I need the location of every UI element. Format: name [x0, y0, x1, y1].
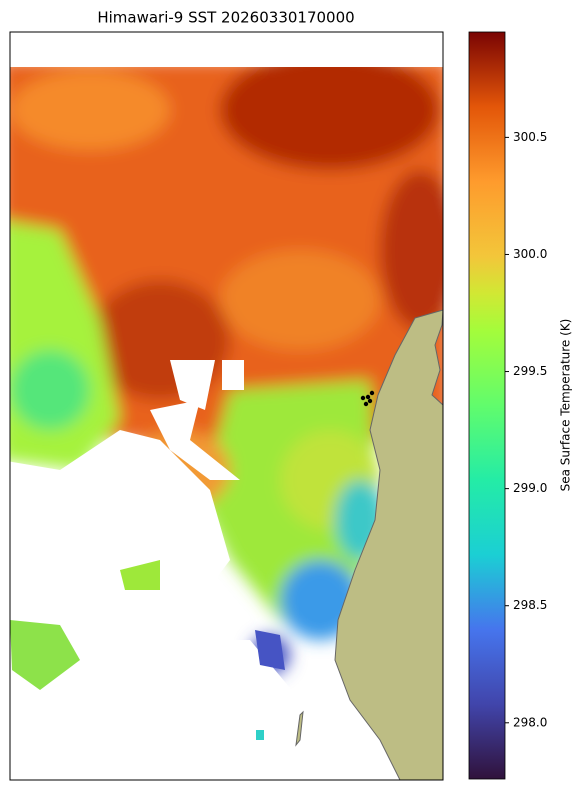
colorbar-tick-label: 298.5 [513, 598, 547, 612]
colorbar [468, 31, 506, 780]
colorbar-tick-label: 299.5 [513, 364, 547, 378]
colorbar-tick-label: 299.0 [513, 481, 547, 495]
map-frame [9, 31, 444, 781]
colorbar-label: Sea Surface Temperature (K) [559, 319, 573, 492]
station-markers [360, 390, 375, 407]
colorbar-tick-label: 300.0 [513, 247, 547, 261]
colorbar-tick-label: 298.0 [513, 715, 547, 729]
colorbar-tick-label: 300.5 [513, 130, 547, 144]
land [334, 309, 444, 781]
map-title: Himawari-9 SST 20260330170000 [97, 9, 354, 27]
sst-field [10, 67, 443, 780]
island [295, 710, 304, 747]
